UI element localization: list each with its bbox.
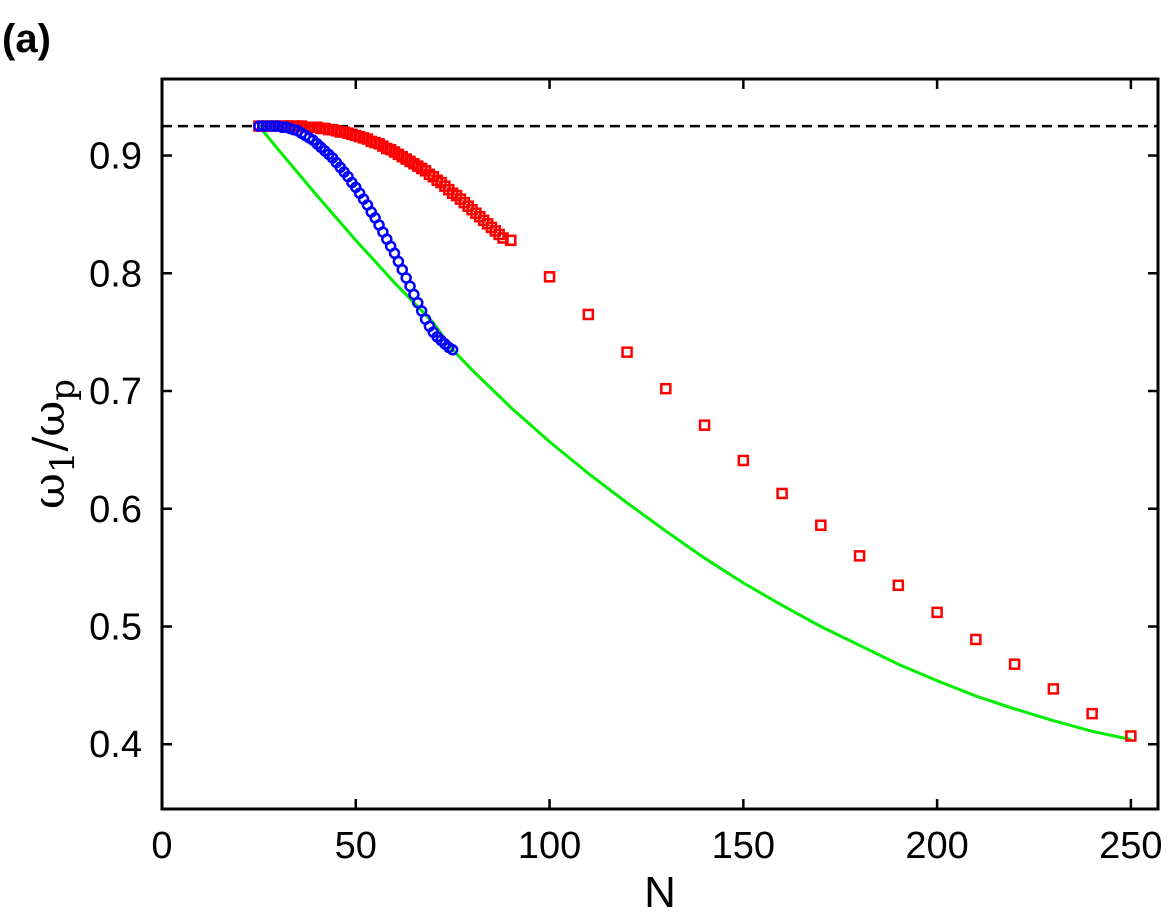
y-axis-label: ω1/ωp bbox=[24, 379, 83, 509]
tick-layer: 0 50 100 150 200 250 0.4 0.5 0.6 0.7 0.8 0.9 bbox=[89, 79, 1163, 867]
y-tick-label: 0.7 bbox=[89, 371, 142, 413]
data-point-square bbox=[853, 550, 866, 562]
x-tick-label: 50 bbox=[335, 825, 377, 867]
x-tick-label: 200 bbox=[905, 825, 968, 867]
x-tick-label: 150 bbox=[712, 825, 775, 867]
x-axis-label: N bbox=[644, 868, 676, 917]
data-point-square bbox=[931, 606, 943, 619]
series-layer bbox=[162, 120, 1158, 742]
data-point-square bbox=[776, 487, 788, 500]
data-point-square bbox=[892, 579, 905, 592]
y-tick-label: 0.6 bbox=[89, 489, 142, 531]
data-point-square bbox=[1047, 683, 1060, 695]
x-tick-label: 100 bbox=[518, 825, 581, 867]
y-tick-label: 0.5 bbox=[89, 607, 142, 649]
panel-label: (a) bbox=[2, 17, 51, 61]
y-tick-label: 0.9 bbox=[89, 136, 142, 178]
data-point-square bbox=[1008, 658, 1021, 670]
data-point-square bbox=[582, 308, 595, 321]
data-point-square bbox=[505, 234, 517, 247]
data-point-square bbox=[970, 633, 982, 646]
y-label-sub2: p bbox=[43, 379, 83, 401]
data-point-square bbox=[815, 519, 827, 531]
data-point-square bbox=[1086, 707, 1098, 720]
data-point-square bbox=[737, 454, 750, 467]
data-point-square bbox=[621, 346, 633, 358]
data-point-square bbox=[543, 271, 556, 283]
y-tick-label: 0.8 bbox=[89, 253, 142, 295]
x-tick-label: 0 bbox=[151, 825, 172, 867]
y-tick-label: 0.4 bbox=[89, 724, 142, 766]
data-point-square bbox=[698, 419, 711, 431]
y-label-slash: /ω bbox=[24, 401, 75, 452]
y-label-sub1: 1 bbox=[43, 451, 83, 473]
axes-box bbox=[160, 77, 1160, 811]
data-point-circle bbox=[446, 344, 459, 356]
x-tick-label: 250 bbox=[1099, 825, 1162, 867]
data-point-square bbox=[1125, 730, 1137, 742]
data-point-square bbox=[660, 382, 672, 395]
series-line bbox=[257, 125, 1132, 741]
y-label-main: ω bbox=[24, 473, 75, 509]
